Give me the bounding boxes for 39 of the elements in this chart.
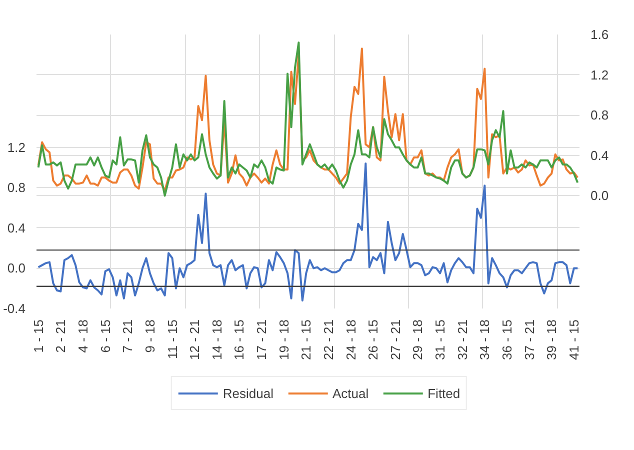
legend-label: Residual <box>222 386 274 400</box>
x-tick-label: 31 - 15 <box>432 319 448 360</box>
legend-label: Fitted <box>428 386 460 400</box>
x-tick-label: 4 - 18 <box>75 319 90 353</box>
x-tick-label: 29 - 18 <box>410 319 426 360</box>
x-tick-label: 39 - 18 <box>544 319 560 360</box>
x-tick-label: 27 - 21 <box>388 319 403 360</box>
x-tick-label: 12 - 21 <box>187 319 202 360</box>
x-tick-label: 21 - 15 <box>298 319 314 360</box>
y2-tick-label: 0.4 <box>590 148 609 163</box>
x-tick-label: 14 - 18 <box>209 319 224 360</box>
y2-tick-label: 1.2 <box>590 67 609 82</box>
x-tick-label: 22 - 21 <box>320 319 336 360</box>
y2-tick-label: 0.0 <box>590 188 609 204</box>
x-tick-label: 19 - 18 <box>276 319 292 360</box>
x-tick-label: 24 - 18 <box>343 319 358 360</box>
x-tick-label: 16 - 15 <box>232 319 247 360</box>
x-tick-label: 37 - 21 <box>522 319 537 360</box>
legend-label: Actual <box>332 386 369 400</box>
y-tick-label: 0.4 <box>7 220 26 236</box>
x-tick-label: 9 - 18 <box>142 319 158 353</box>
y2-tick-label: 0.8 <box>590 108 609 123</box>
y2-tick-label: 1.6 <box>590 27 609 42</box>
x-tick-label: 1 - 15 <box>30 319 46 353</box>
x-tick-label: 26 - 15 <box>366 319 381 360</box>
y-tick-label: 1.2 <box>7 140 26 155</box>
x-tick-label: 11 - 15 <box>164 319 180 360</box>
x-tick-label: 6 - 15 <box>98 319 113 353</box>
x-tick-label: 36 - 15 <box>499 319 514 360</box>
y-tick-label: 0.0 <box>7 260 26 276</box>
x-tick-label: 32 - 21 <box>454 319 470 360</box>
x-tick-label: 41 - 15 <box>566 319 582 360</box>
x-tick-label: 34 - 18 <box>477 319 492 360</box>
x-tick-label: 7 - 21 <box>120 319 136 353</box>
x-tick-label: 17 - 21 <box>254 319 270 360</box>
y-tick-label: 0.8 <box>7 180 26 196</box>
x-tick-label: 2 - 21 <box>53 319 68 353</box>
line-series <box>37 162 579 302</box>
y-tick-label: -0.4 <box>3 301 26 316</box>
